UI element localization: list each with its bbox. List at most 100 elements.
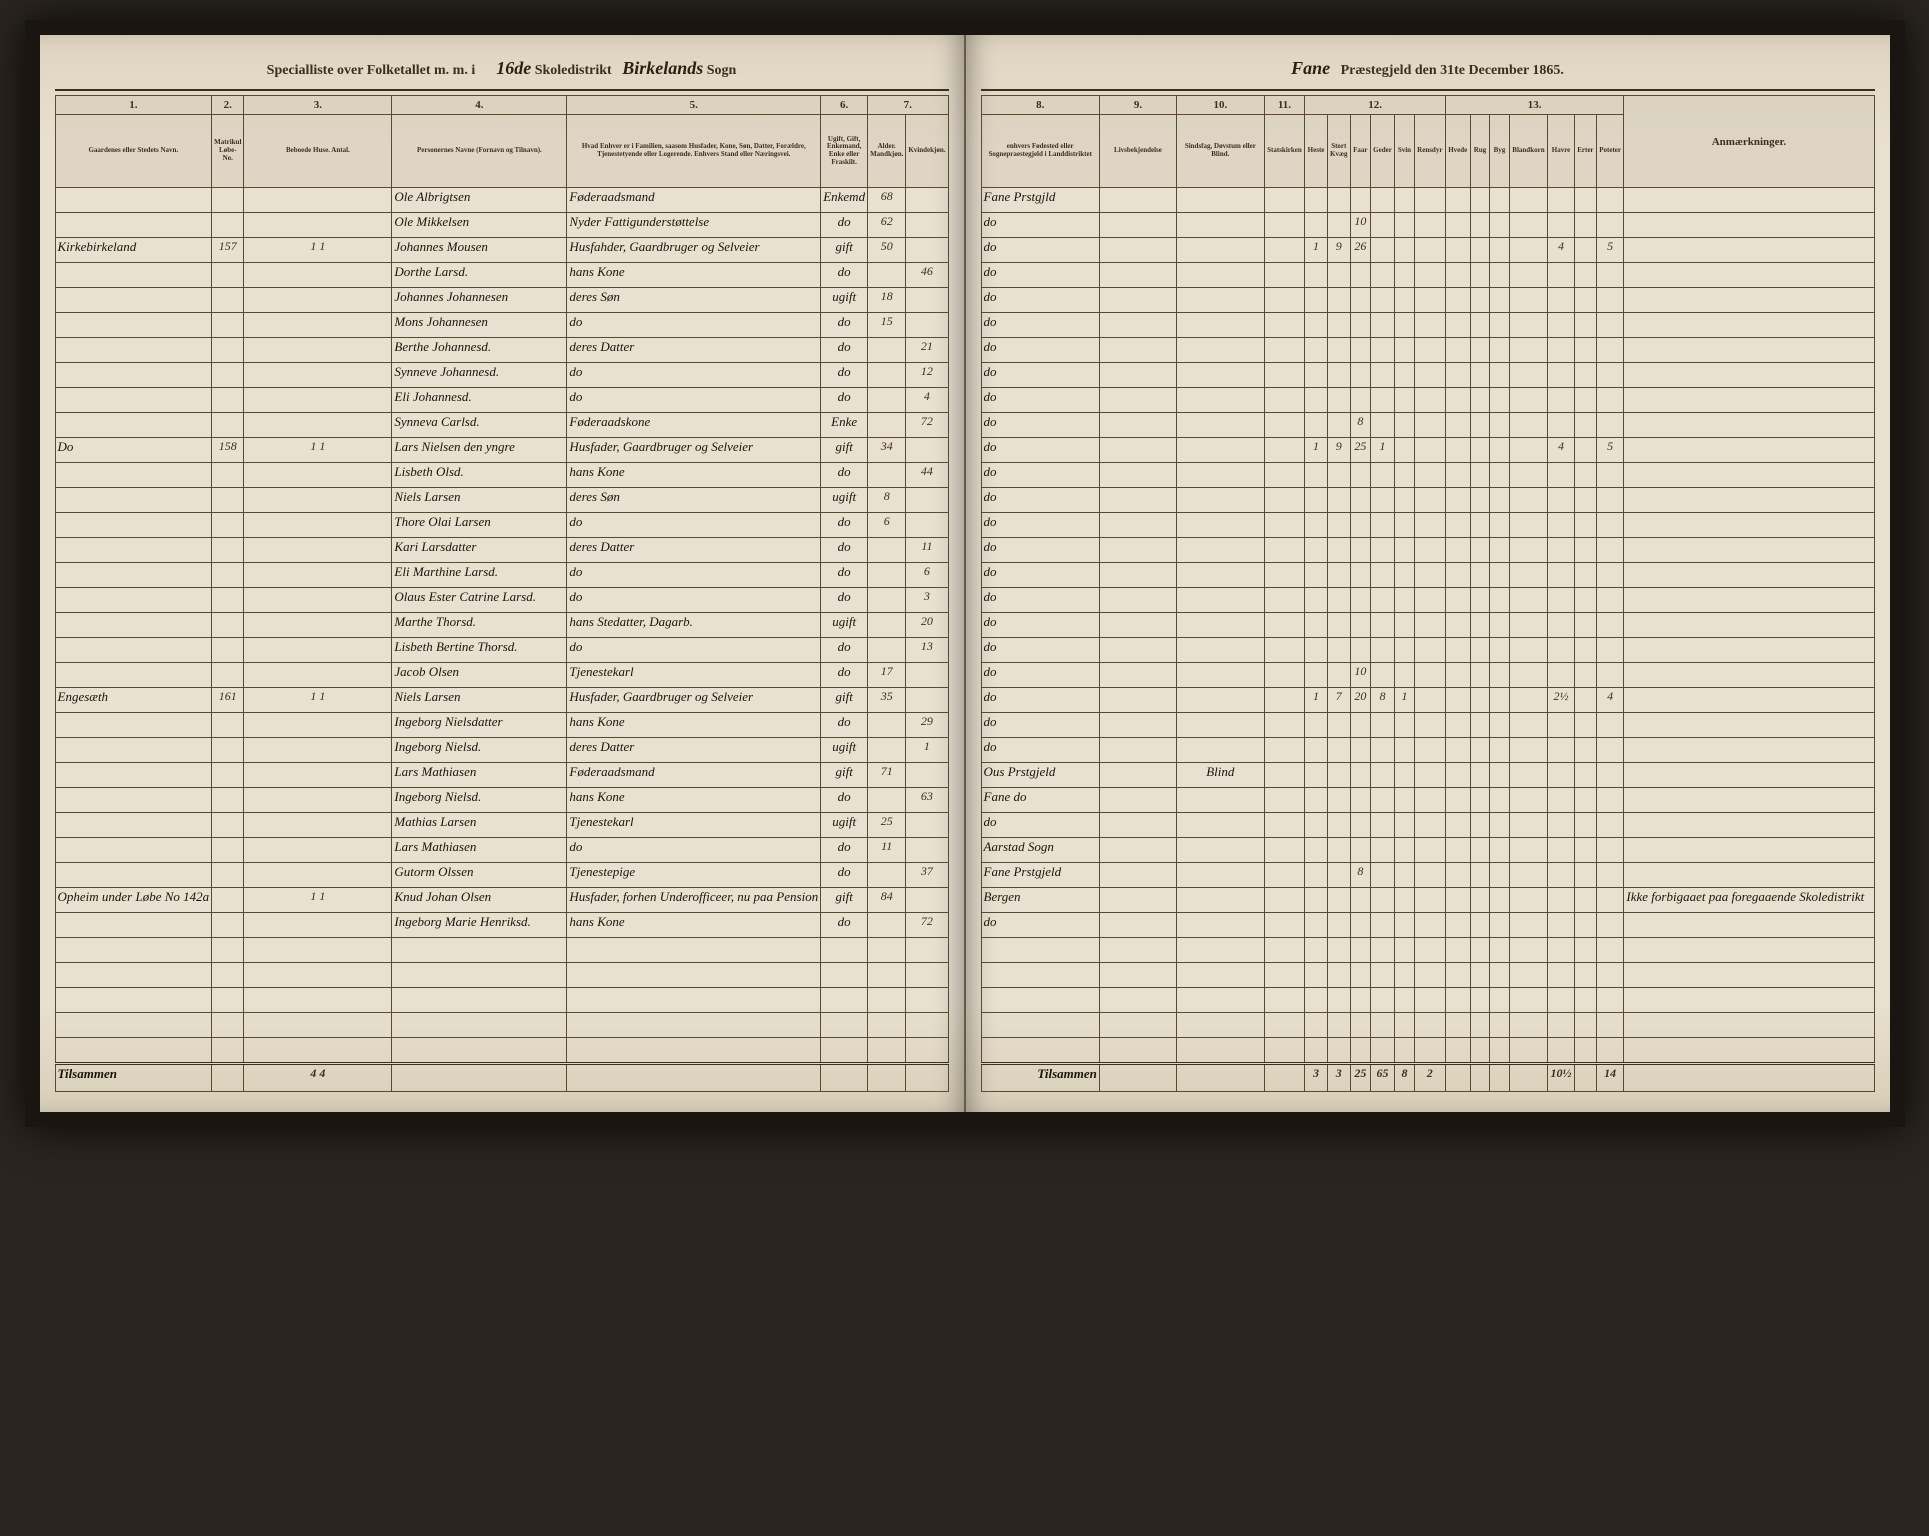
cell-name: Lars Mathiasen xyxy=(392,838,567,863)
cell-age-m: 11 xyxy=(868,838,906,863)
cell-seed xyxy=(1548,788,1575,813)
cell-blind xyxy=(1177,738,1265,763)
head-ls-2: Faar xyxy=(1350,115,1370,188)
cell-livestock xyxy=(1370,763,1394,788)
cell-status: gift xyxy=(821,438,868,463)
cell-age-f: 29 xyxy=(906,713,948,738)
cell-seed xyxy=(1574,913,1596,938)
cell-livestock xyxy=(1395,363,1415,388)
cell-livestock xyxy=(1395,763,1415,788)
cell-name: Thore Olai Larsen xyxy=(392,513,567,538)
table-row: Lars MathiasenFøderaadsmandgift71 xyxy=(55,763,948,788)
cell-livestock xyxy=(1305,713,1327,738)
cell-religion xyxy=(1099,338,1176,363)
cell-religion xyxy=(1099,688,1176,713)
cell-status: do xyxy=(821,663,868,688)
cell-mnr xyxy=(212,388,244,413)
cell-mnr xyxy=(212,788,244,813)
cell-seed xyxy=(1509,663,1547,688)
cell-seed xyxy=(1596,288,1624,313)
cell-livestock xyxy=(1350,388,1370,413)
cell-livestock xyxy=(1414,813,1445,838)
cell-remark xyxy=(1624,838,1874,863)
cell-statskirke xyxy=(1264,238,1305,263)
cell-blind xyxy=(1177,888,1265,913)
cell-seed: 2½ xyxy=(1548,688,1575,713)
cell-seed xyxy=(1490,788,1510,813)
cell-seed xyxy=(1445,913,1470,938)
cell-place: Do xyxy=(55,438,212,463)
cell-status: gift xyxy=(821,888,868,913)
cell-livestock xyxy=(1327,413,1350,438)
cell-livestock xyxy=(1350,588,1370,613)
cell-livestock xyxy=(1327,863,1350,888)
cell-seed xyxy=(1548,313,1575,338)
cell-livestock xyxy=(1414,213,1445,238)
cell-mnr xyxy=(212,888,244,913)
head-sd-5: Erter xyxy=(1574,115,1596,188)
cell-remark xyxy=(1624,188,1874,213)
cell-livestock xyxy=(1395,563,1415,588)
cell-birth: Aarstad Sogn xyxy=(981,838,1099,863)
cell-seed xyxy=(1490,638,1510,663)
cell-seed xyxy=(1490,238,1510,263)
cell-name: Lars Nielsen den yngre xyxy=(392,438,567,463)
cell-seed xyxy=(1548,713,1575,738)
cell-name: Gutorm Olssen xyxy=(392,863,567,888)
cell-house xyxy=(244,488,392,513)
cell-age-m xyxy=(868,913,906,938)
cell-seed xyxy=(1470,338,1490,363)
cell-seed xyxy=(1548,638,1575,663)
table-row: Ingeborg Nielsd.hans Konedo63 xyxy=(55,788,948,813)
cell-religion xyxy=(1099,438,1176,463)
table-row: Synneve Johannesd.dodo12 xyxy=(55,363,948,388)
cell-seed xyxy=(1490,338,1510,363)
cell-seed xyxy=(1548,863,1575,888)
cell-seed xyxy=(1490,488,1510,513)
cell-place xyxy=(55,763,212,788)
cell-birth: do xyxy=(981,663,1099,688)
cell-livestock xyxy=(1327,588,1350,613)
cell-birth: do xyxy=(981,363,1099,388)
cell-blind xyxy=(1177,463,1265,488)
cell-age-f: 1 xyxy=(906,738,948,763)
cell-age-m: 6 xyxy=(868,513,906,538)
cell-livestock xyxy=(1305,563,1327,588)
cell-livestock xyxy=(1414,438,1445,463)
cell-house xyxy=(244,463,392,488)
cell-religion xyxy=(1099,263,1176,288)
cell-mnr xyxy=(212,763,244,788)
cell-house xyxy=(244,263,392,288)
cell-livestock xyxy=(1305,813,1327,838)
cell-birth: do xyxy=(981,413,1099,438)
table-row: Mathias LarsenTjenestekarlugift25 xyxy=(55,813,948,838)
cell-seed xyxy=(1490,413,1510,438)
cell-livestock xyxy=(1395,388,1415,413)
cell-seed xyxy=(1470,738,1490,763)
cell-age-m xyxy=(868,338,906,363)
cell-religion xyxy=(1099,563,1176,588)
cell-statskirke xyxy=(1264,688,1305,713)
cell-livestock xyxy=(1370,788,1394,813)
cell-place xyxy=(55,638,212,663)
cell-livestock xyxy=(1327,488,1350,513)
cell-seed xyxy=(1596,763,1624,788)
cell-livestock xyxy=(1395,213,1415,238)
cell-seed xyxy=(1445,438,1470,463)
cell-age-m: 71 xyxy=(868,763,906,788)
cell-seed xyxy=(1574,388,1596,413)
cell-age-f: 13 xyxy=(906,638,948,663)
cell-livestock xyxy=(1305,213,1327,238)
cell-livestock xyxy=(1350,538,1370,563)
cell-remark xyxy=(1624,913,1874,938)
cell-livestock xyxy=(1370,413,1394,438)
cell-livestock xyxy=(1414,338,1445,363)
cell-livestock xyxy=(1414,513,1445,538)
cell-place xyxy=(55,738,212,763)
table-row: Marthe Thorsd.hans Stedatter, Dagarb.ugi… xyxy=(55,613,948,638)
cell-seed xyxy=(1470,263,1490,288)
cell-remark xyxy=(1624,863,1874,888)
cell-livestock xyxy=(1370,538,1394,563)
cell-name: Ingeborg Nielsd. xyxy=(392,788,567,813)
table-row: Olaus Ester Catrine Larsd.dodo3 xyxy=(55,588,948,613)
